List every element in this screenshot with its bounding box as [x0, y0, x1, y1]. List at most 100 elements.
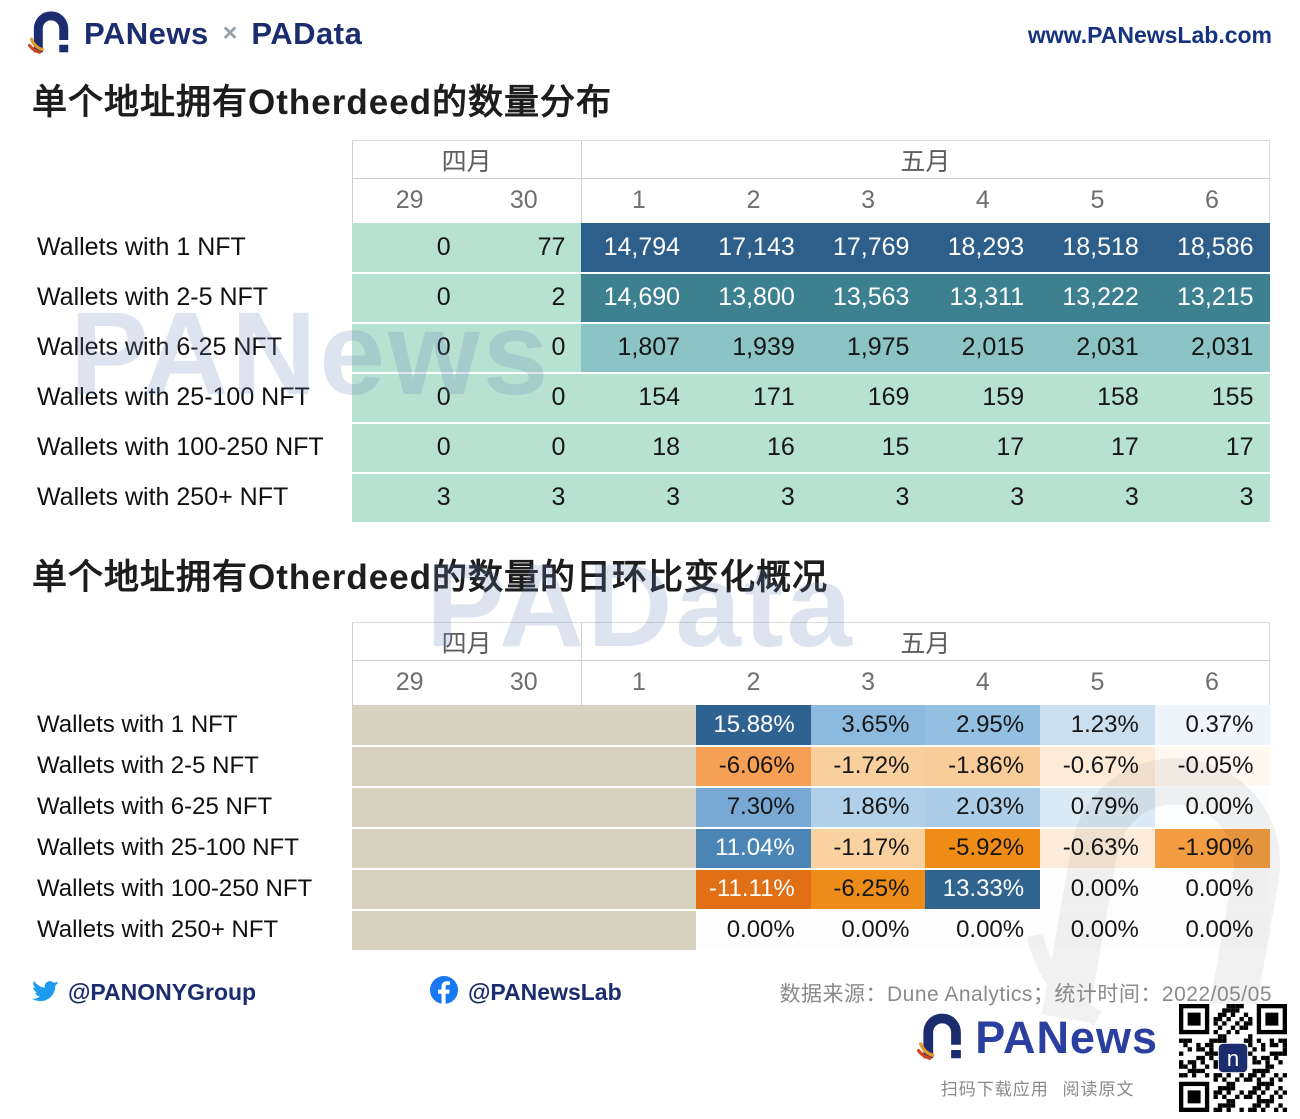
heatmap-cell: 17 — [1154, 422, 1270, 474]
month-header: 四月 — [351, 622, 582, 661]
heatmap-cell: 0 — [352, 222, 467, 274]
day-header: 30 — [509, 186, 538, 215]
footer-brand-name: PANews — [975, 1011, 1158, 1063]
facebook-icon — [430, 976, 458, 1009]
row-label: Wallets with 25-100 NFT — [30, 372, 352, 424]
brand-panews: PANews — [84, 15, 209, 51]
heatmap-cell: 0.00% — [1154, 909, 1270, 952]
day-header: 6 — [1154, 178, 1270, 223]
heatmap-cell — [466, 786, 582, 829]
table-corner — [30, 140, 352, 179]
heatmap-cell: 2 — [466, 272, 582, 324]
day-header: 3 — [861, 186, 876, 215]
heatmap-cell — [581, 786, 697, 829]
heatmap-cell: 0.00% — [1154, 868, 1270, 911]
heatmap-cell: 2,015 — [925, 322, 1041, 374]
heatmap-cell: -1.90% — [1154, 827, 1270, 870]
heatmap-cell: 1,939 — [696, 322, 811, 374]
heatmap-cell: 154 — [581, 372, 697, 424]
heatmap-cell: 16 — [696, 422, 811, 474]
heatmap-cell: 15.88% — [696, 704, 811, 747]
twitter-icon — [30, 976, 58, 1009]
row-label: Wallets with 250+ NFT — [30, 909, 352, 952]
heatmap-cell: -5.92% — [925, 827, 1041, 870]
heatmap-cell: 169 — [810, 372, 926, 424]
website-link[interactable]: www.PANewsLab.com — [1027, 22, 1272, 48]
heatmap-cell: 3 — [581, 472, 697, 524]
panews-logo-icon-footer — [917, 1010, 965, 1065]
row-label: Wallets with 2-5 NFT — [30, 745, 352, 788]
heatmap-cell: 7.30% — [696, 786, 811, 829]
heatmap-cell: -1.72% — [810, 745, 926, 788]
heatmap-cell: 18,518 — [1040, 222, 1155, 274]
heatmap-cell: -0.67% — [1040, 745, 1155, 788]
heatmap-cell: 0 — [352, 322, 467, 374]
heatmap-cell: -0.63% — [1040, 827, 1155, 870]
section2-title: 单个地址拥有Otherdeed的数量的日环比变化概况 — [32, 558, 829, 597]
footer-tagline: 扫码下载应用 阅读原文 — [940, 1080, 1135, 1099]
heatmap-cell — [352, 745, 467, 788]
day-header: 1 — [580, 660, 697, 705]
heatmap-cell — [581, 868, 697, 911]
facebook-handle-block[interactable]: @PANewsLab — [430, 976, 622, 1009]
twitter-handle-block[interactable]: @PANONYGroup — [30, 976, 256, 1009]
heatmap-cell — [352, 827, 467, 870]
heatmap-cell — [352, 909, 467, 952]
heatmap-cell: 3 — [1154, 472, 1270, 524]
row-label: Wallets with 2-5 NFT — [30, 272, 352, 324]
heatmap-cell: 2,031 — [1154, 322, 1270, 374]
heatmap-cell: 0.00% — [925, 909, 1041, 952]
distribution-heatmap-table: 四月 五月 29 30 1 2 3 4 5 6 Wallets with 1 NFT 0 77 14,79… — [30, 140, 1271, 524]
heatmap-cell — [466, 745, 582, 788]
daily-change-heatmap-table: 四月 五月 29 30 1 2 3 4 5 6 Wallets with 1 NFT 15.88% 3.… — [30, 622, 1271, 952]
heatmap-cell: 0 — [466, 372, 582, 424]
heatmap-cell: 155 — [1154, 372, 1270, 424]
heatmap-cell — [466, 827, 582, 870]
heatmap-cell: 2.03% — [925, 786, 1041, 829]
heatmap-cell — [466, 868, 582, 911]
twitter-handle: @PANONYGroup — [68, 979, 257, 1005]
heatmap-cell: 0.79% — [1040, 786, 1155, 829]
row-label: Wallets with 25-100 NFT — [30, 827, 352, 870]
heatmap-cell: 0 — [352, 272, 467, 324]
heatmap-cell: 0.00% — [1040, 868, 1155, 911]
heatmap-cell: 2,031 — [1040, 322, 1155, 374]
heatmap-cell: 0.00% — [696, 909, 811, 952]
heatmap-cell: 3 — [466, 472, 582, 524]
heatmap-cell: 159 — [925, 372, 1041, 424]
day-header: 5 — [1090, 668, 1105, 697]
heatmap-cell: 0.37% — [1154, 704, 1270, 747]
heatmap-cell: 13,215 — [1154, 272, 1270, 324]
heatmap-cell: 3 — [1040, 472, 1155, 524]
row-label: Wallets with 1 NFT — [30, 704, 352, 747]
heatmap-cell: 18 — [581, 422, 697, 474]
day-header: 30 — [509, 668, 538, 697]
heatmap-cell: -11.11% — [696, 868, 811, 911]
heatmap-cell: 3 — [352, 472, 467, 524]
day-header: 2 — [746, 668, 761, 697]
row-label: Wallets with 250+ NFT — [30, 472, 352, 524]
heatmap-cell: 0.00% — [1040, 909, 1155, 952]
heatmap-cell: 171 — [696, 372, 811, 424]
heatmap-cell: -1.86% — [925, 745, 1041, 788]
heatmap-cell: -0.05% — [1154, 745, 1270, 788]
month-header: 五月 — [580, 622, 1271, 661]
heatmap-cell: 3 — [925, 472, 1041, 524]
heatmap-cell: 15 — [810, 422, 926, 474]
facebook-handle: @PANewsLab — [468, 979, 622, 1005]
heatmap-cell: 77 — [466, 222, 582, 274]
heatmap-cell: 1,807 — [581, 322, 697, 374]
heatmap-cell: 13.33% — [925, 868, 1041, 911]
heatmap-cell — [581, 704, 697, 747]
row-label: Wallets with 6-25 NFT — [30, 322, 352, 374]
heatmap-cell: 13,563 — [810, 272, 926, 324]
heatmap-cell — [581, 909, 697, 952]
heatmap-cell: 0.00% — [810, 909, 926, 952]
heatmap-cell: 17 — [1040, 422, 1155, 474]
heatmap-cell: 13,311 — [925, 272, 1041, 324]
heatmap: 四月 五月 29 30 1 2 3 4 5 6 Wallets with 1 NFT 0 77 14,79… — [30, 140, 1271, 524]
heatmap-cell: 14,794 — [581, 222, 697, 274]
heatmap-cell: 0 — [352, 422, 467, 474]
brand-separator: × — [222, 19, 238, 47]
heatmap-cell — [352, 868, 467, 911]
